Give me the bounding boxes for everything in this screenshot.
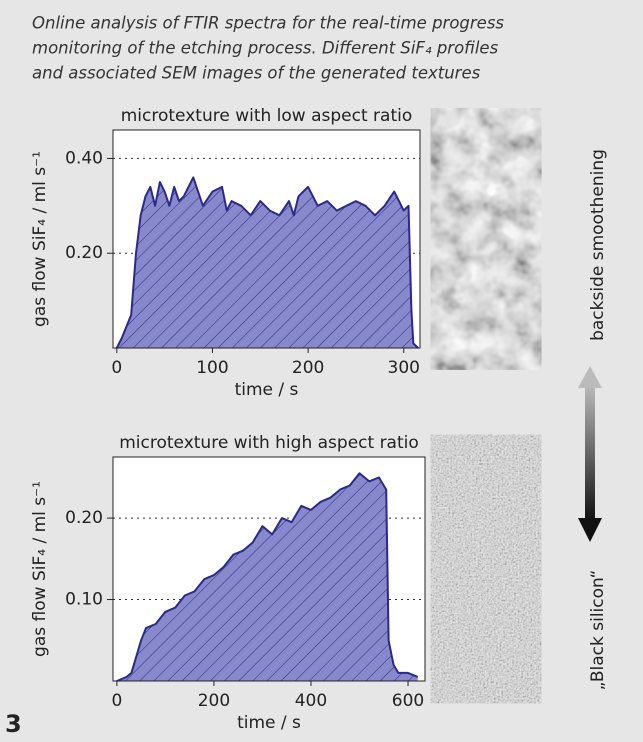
y-axis-label: gas flow SiF₄ / ml s⁻¹ [30, 151, 50, 327]
x-axis-label: time / s [235, 380, 299, 400]
line [116, 472, 419, 682]
plot-frame [112, 456, 426, 682]
x-tick-label: 200 [198, 691, 230, 711]
chart-title: microtexture with low aspect ratio [121, 106, 413, 126]
x-tick-label: 100 [196, 358, 228, 378]
x-tick-label: 200 [292, 358, 324, 378]
arrow [578, 366, 602, 542]
y-tick-label: 0.40 [65, 148, 103, 168]
figure-number: 3 [5, 710, 22, 738]
plot-frame [112, 129, 421, 349]
y-axis-label: gas flow SiF₄ / ml s⁻¹ [30, 481, 50, 657]
caption-line: monitoring of the etching process. Diffe… [32, 39, 499, 58]
caption-line: and associated SEM images of the generat… [32, 64, 481, 83]
x-tick-label: 400 [295, 691, 327, 711]
x-tick-label: 0 [111, 691, 122, 711]
sem-image [440, 130, 532, 348]
y-tick-label: 0.20 [65, 243, 103, 263]
caption-line: Online analysis of FTIR spectra for the … [32, 14, 504, 33]
line [115, 176, 419, 349]
area [116, 177, 419, 348]
x-tick-label: 600 [392, 691, 424, 711]
side-label: „Black silicon“ [588, 570, 608, 691]
sem-image [440, 457, 532, 681]
x-axis-label: time / s [237, 713, 301, 733]
x-tick-label: 300 [388, 358, 420, 378]
x-tick-label: 0 [111, 358, 122, 378]
y-tick-label: 0.10 [65, 590, 103, 610]
y-tick-label: 0.20 [65, 508, 103, 528]
chart-title: microtexture with high aspect ratio [119, 433, 419, 453]
side-label: backside smoothening [588, 149, 608, 341]
area [116, 473, 418, 681]
